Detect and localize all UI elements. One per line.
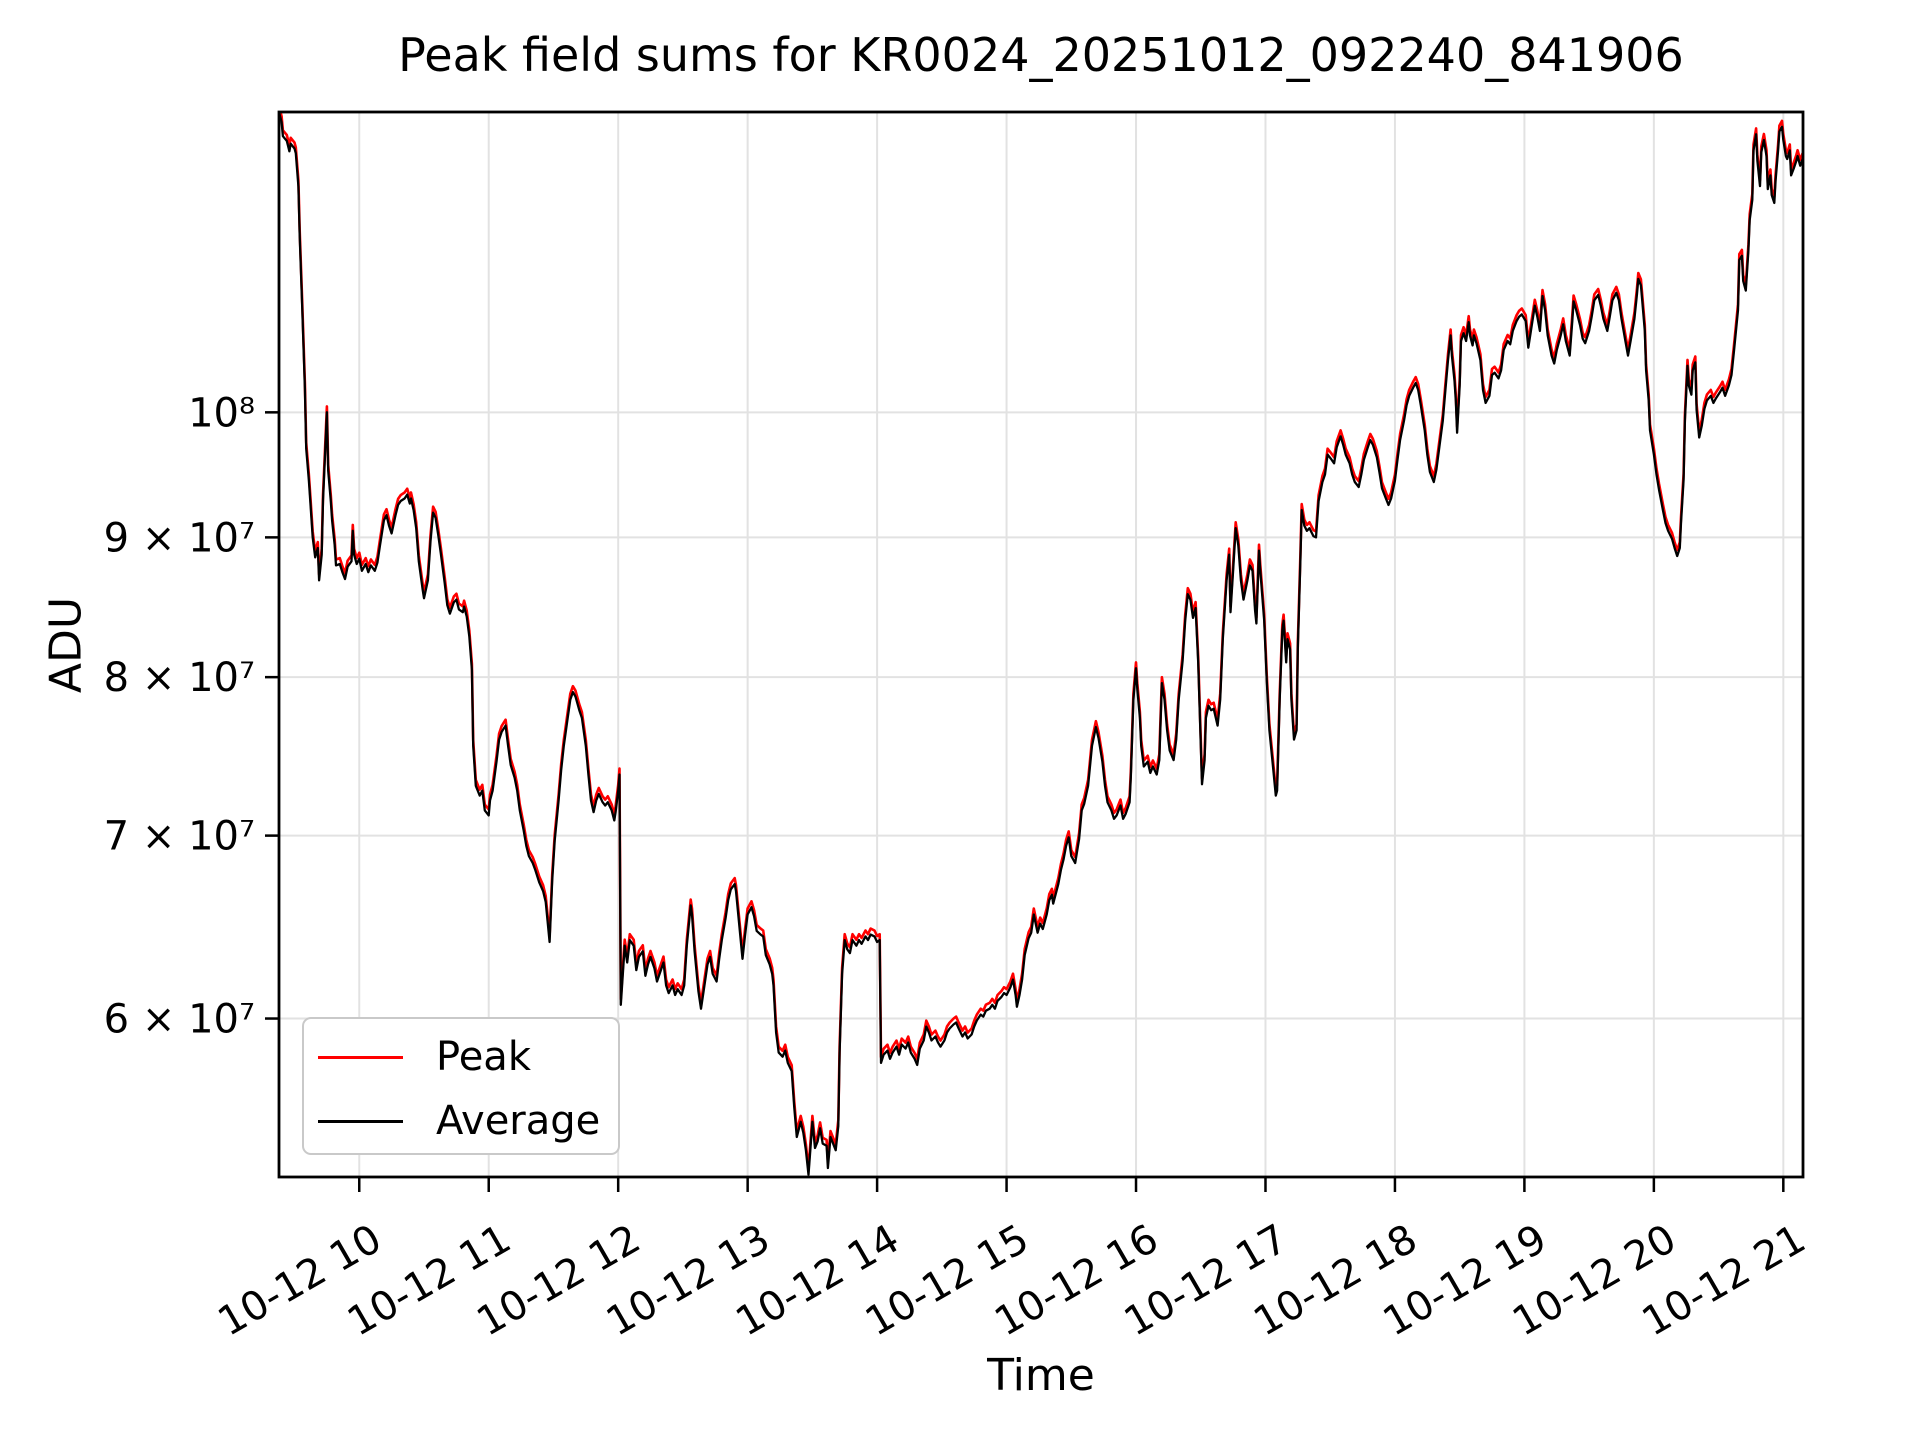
y-tick-label: 6 × 10⁷ [104,997,255,1043]
peak-line-swatch [318,1055,403,1059]
series-average-line [279,112,1803,1176]
y-tick-label: 7 × 10⁷ [104,814,255,860]
legend-label-peak: Peak [436,1034,531,1080]
y-tick-label: 10⁸ [188,390,255,436]
y-tick-label: 9 × 10⁷ [104,515,255,561]
chart-title: Peak field sums for KR0024_20251012_0922… [398,28,1684,82]
legend: Peak Average [302,1017,620,1155]
legend-entry-average: Average [304,1099,618,1143]
y-tick-label: 8 × 10⁷ [104,655,255,701]
average-line-swatch [318,1119,403,1123]
y-axis-label: ADU [40,596,92,694]
x-axis-label: Time [987,1350,1095,1401]
legend-entry-peak: Peak [304,1035,618,1079]
series-peak-line [279,112,1803,1171]
legend-label-average: Average [436,1098,601,1144]
plot-border [277,110,1805,1179]
